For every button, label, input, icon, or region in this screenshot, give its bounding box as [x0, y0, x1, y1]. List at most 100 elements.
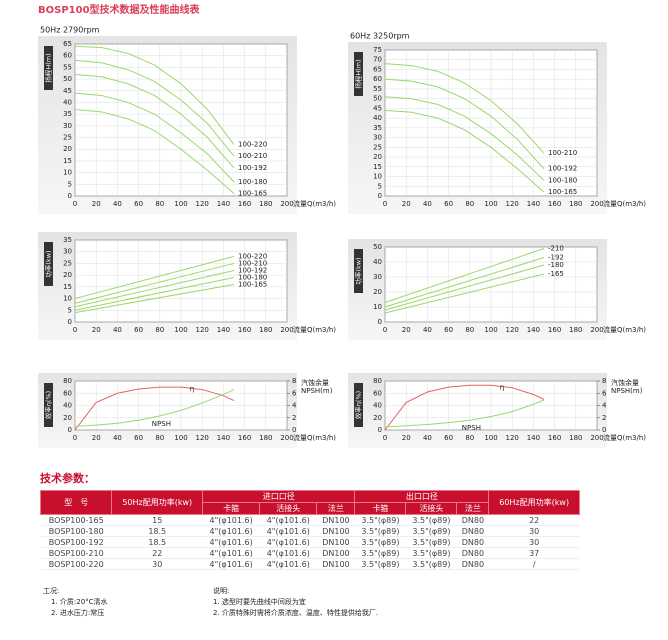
y-tick-label: 0 — [378, 426, 382, 434]
x-tick-label: 100 — [484, 434, 497, 442]
x-tick-label: 140 — [217, 434, 230, 442]
x-tick-label: 20 — [402, 326, 411, 334]
x-label: 流量Q(m3/h) — [603, 199, 646, 208]
x-tick-label: 120 — [196, 434, 209, 442]
y-tick-label: 60 — [373, 389, 382, 397]
curve-label: 100-192 — [238, 164, 267, 172]
y-tick-label: 10 — [63, 295, 72, 303]
table-cell: 3.5"(φ89) — [405, 547, 457, 559]
y-label: 功率(kw) — [44, 250, 53, 277]
curve — [74, 45, 235, 145]
y-tick-label: 35 — [63, 236, 72, 244]
table-cell: 30 — [488, 525, 580, 537]
curve-label: 100-165 — [238, 190, 267, 198]
curve — [384, 248, 545, 303]
x-tick-label: 200 — [590, 200, 603, 208]
x-tick-label: 160 — [548, 200, 561, 208]
table-row: BOSP100-210 22 4"(φ101.6) 4"(φ101.6) DN100 3.… — [40, 547, 580, 559]
x-tick-label: 0 — [383, 326, 387, 334]
y-label-box — [354, 249, 363, 293]
x-tick-label: 80 — [465, 200, 474, 208]
x-tick-label: 160 — [238, 434, 251, 442]
y-tick-label: 40 — [373, 258, 382, 266]
page-title: BOSP100型技术数据及性能曲线表 — [38, 3, 201, 16]
table-cell: 4"(φ101.6) — [202, 547, 260, 559]
curve-label: 100-210 — [238, 259, 267, 267]
table-cell: BOSP100-220 — [40, 558, 112, 570]
y-tick-label: 10 — [373, 303, 382, 311]
table-cell: 4"(φ101.6) — [259, 514, 317, 526]
table-cell: BOSP100-180 — [40, 525, 112, 537]
curve-label: 100-180 — [238, 178, 267, 186]
table-cell: 4"(φ101.6) — [259, 536, 317, 548]
header-row: 型 号 50Hz配用功率(kw) 进口口径 出口口径 60Hz配用功率(kw) — [39, 490, 580, 515]
curve-label: 100-192 — [548, 165, 577, 173]
table-cell: 4"(φ101.6) — [259, 558, 317, 570]
table-cell: 30 — [111, 558, 203, 570]
y2-tick-label: 6 — [292, 389, 297, 397]
table-cell: DN80 — [456, 547, 489, 559]
y-tick-label: 40 — [373, 114, 382, 122]
curve — [74, 108, 235, 195]
y2-tick-label: 4 — [602, 402, 607, 410]
y-tick-label: 35 — [373, 124, 382, 132]
curve — [74, 59, 235, 157]
y-label-box — [44, 46, 53, 90]
curve — [384, 257, 545, 308]
table-cell: 18.5 — [111, 536, 203, 548]
chart-header: 60Hz 3250rpm — [350, 32, 410, 41]
table-cell: DN100 — [316, 525, 355, 537]
y-label-box — [354, 383, 363, 427]
curve-label: 100-192 — [238, 266, 267, 274]
curve — [74, 389, 235, 427]
table-cell: 4"(φ101.6) — [202, 525, 260, 537]
table-cell: 37 — [488, 547, 580, 559]
y-tick-label: 30 — [373, 273, 382, 281]
y-tick-label: 0 — [68, 192, 72, 200]
x-label: 流量Q(m3/h) — [293, 433, 336, 442]
table-cell: DN80 — [456, 558, 489, 570]
x-tick-label: 60 — [444, 434, 453, 442]
subheader-cell: 法兰 — [456, 502, 490, 515]
x-tick-label: 120 — [506, 434, 519, 442]
y-tick-label: 40 — [63, 98, 72, 106]
table-cell: 3.5"(φ89) — [354, 558, 406, 570]
table-cell: 4"(φ101.6) — [202, 536, 260, 548]
y-tick-label: 0 — [378, 318, 382, 326]
y-tick-label: 30 — [373, 134, 382, 142]
y2-label: NPSH(m) — [301, 387, 333, 395]
x-tick-label: 80 — [155, 200, 164, 208]
y-label-box — [354, 52, 363, 96]
curve — [74, 386, 235, 431]
x-tick-label: 40 — [113, 326, 122, 334]
table-cell: 30 — [488, 536, 580, 548]
table-cell: DN80 — [456, 536, 489, 548]
x-tick-label: 60 — [444, 326, 453, 334]
y-tick-label: 45 — [373, 104, 382, 112]
curve — [74, 92, 235, 183]
y-tick-label: 50 — [373, 243, 382, 251]
y-tick-label: 50 — [63, 75, 72, 83]
y2-tick-label: 4 — [292, 402, 297, 410]
y-tick-label: 30 — [63, 122, 72, 130]
table-cell: 3.5"(φ89) — [405, 536, 457, 548]
x-tick-label: 0 — [383, 200, 387, 208]
y2-tick-label: 8 — [292, 377, 296, 385]
table-cell: 15 — [111, 514, 203, 526]
header-cell: 型 号 — [39, 490, 113, 515]
x-tick-label: 120 — [506, 326, 519, 334]
x-tick-label: 140 — [527, 326, 540, 334]
table-row: BOSP100-180 18.5 4"(φ101.6) 4"(φ101.6) DN100… — [40, 525, 580, 537]
x-tick-label: 40 — [113, 434, 122, 442]
y-tick-label: 25 — [373, 143, 382, 151]
y-tick-label: 25 — [63, 259, 72, 267]
y-label: 扬程H(m) — [44, 53, 53, 82]
x-tick-label: 140 — [527, 200, 540, 208]
x-tick-label: 180 — [259, 434, 272, 442]
y-label: 扬程H(m) — [354, 59, 363, 88]
curve-label: -180 — [548, 261, 564, 269]
curve — [74, 255, 235, 300]
y-label: 功率(kw) — [354, 257, 363, 284]
y-tick-label: 5 — [68, 306, 72, 314]
x-tick-label: 60 — [134, 200, 143, 208]
